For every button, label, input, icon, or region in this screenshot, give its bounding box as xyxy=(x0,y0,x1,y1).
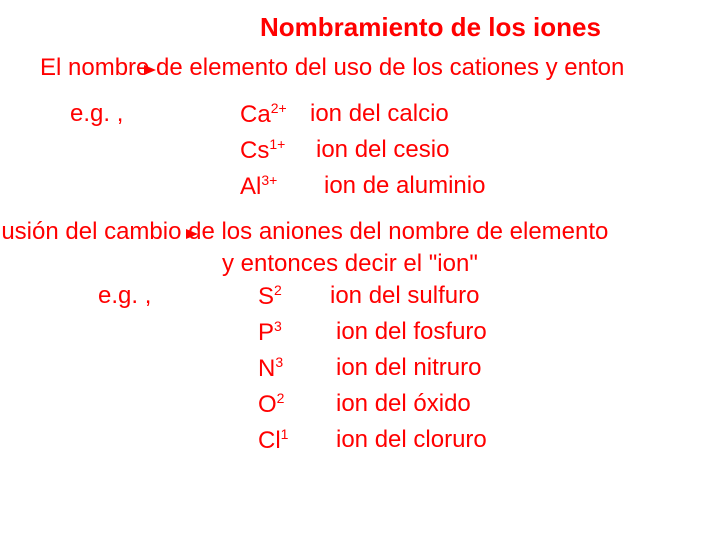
symbol: Cs xyxy=(240,137,269,164)
arrow-icon xyxy=(186,229,198,239)
symbol: Cl xyxy=(258,427,281,454)
symbol: Al xyxy=(240,173,261,200)
anion-row-4-sym: O2 xyxy=(258,390,284,419)
cation-row-2-name: ion del cesio xyxy=(316,136,449,164)
anion-row-5-name: ion del cloruro xyxy=(336,426,487,454)
anion-row-1-name: ion del sulfuro xyxy=(330,282,479,310)
anion-line: lusión del cambio de los aniones del nom… xyxy=(0,218,608,246)
eg-label: e.g. , xyxy=(70,100,123,128)
slide: Nombramiento de los iones El nombre de e… xyxy=(0,0,720,540)
cation-row-1-sym: Ca2+ xyxy=(240,100,287,129)
anion-line-2: y entonces decir el "ion" xyxy=(222,250,478,278)
symbol: P xyxy=(258,319,274,346)
charge: 3 xyxy=(275,354,283,370)
anion-row-1-sym: S2 xyxy=(258,282,282,311)
charge: 2 xyxy=(274,282,282,298)
arrow-icon xyxy=(144,65,156,75)
anion-row-4-name: ion del óxido xyxy=(336,390,471,418)
symbol: N xyxy=(258,355,275,382)
symbol: S xyxy=(258,283,274,310)
charge: 2 xyxy=(277,390,285,406)
symbol: O xyxy=(258,391,277,418)
anion-row-2-name: ion del fosfuro xyxy=(336,318,487,346)
cation-row-1-name: ion del calcio xyxy=(310,100,449,128)
slide-title: Nombramiento de los iones xyxy=(260,12,601,43)
eg-label-2: e.g. , xyxy=(98,282,151,310)
symbol: Ca xyxy=(240,101,271,128)
charge: 2+ xyxy=(271,100,287,116)
cation-line: El nombre de elemento del uso de los cat… xyxy=(40,54,624,82)
anion-row-5-sym: Cl1 xyxy=(258,426,288,455)
charge: 1 xyxy=(281,426,289,442)
cation-row-3-sym: Al3+ xyxy=(240,172,277,201)
charge: 3 xyxy=(274,318,282,334)
cation-row-2-sym: Cs1+ xyxy=(240,136,285,165)
charge: 1+ xyxy=(269,136,285,152)
anion-row-2-sym: P3 xyxy=(258,318,282,347)
cation-row-3-name: ion de aluminio xyxy=(324,172,485,200)
anion-row-3-name: ion del nitruro xyxy=(336,354,481,382)
anion-row-3-sym: N3 xyxy=(258,354,283,383)
charge: 3+ xyxy=(261,172,277,188)
